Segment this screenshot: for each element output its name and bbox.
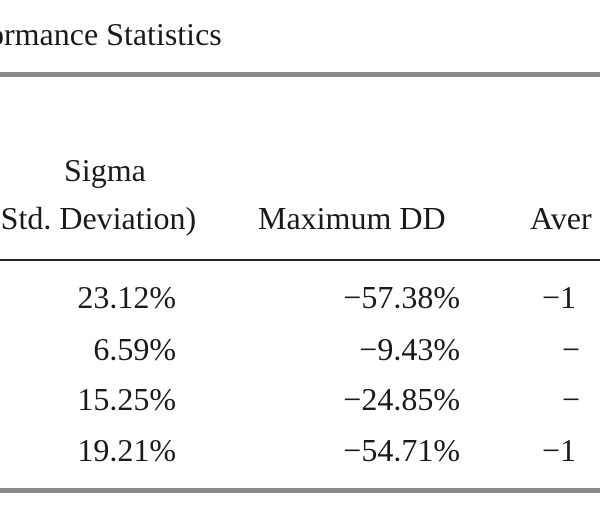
cell-sigma-row4: 19.21%: [77, 432, 176, 468]
cell-maxdd-row1: −57.38%: [343, 279, 460, 315]
cell-maxdd-row4: −54.71%: [343, 432, 460, 468]
cell-maxdd-row3: −24.85%: [343, 381, 460, 417]
top-rule: [0, 72, 600, 77]
cell-sigma-row3: 15.25%: [77, 381, 176, 417]
cell-average-row1: −1: [542, 279, 577, 315]
cell-average-row4: −1: [542, 432, 577, 468]
header-rule: [0, 259, 600, 261]
cell-average-row3: −: [562, 381, 581, 417]
cell-maxdd-row2: −9.43%: [359, 331, 460, 367]
cell-sigma-row1: 23.12%: [77, 279, 176, 315]
header-sigma-line2: (Std. Deviation): [0, 200, 197, 236]
table-title: ormance Statistics: [0, 16, 222, 52]
cell-sigma-row2: 6.59%: [93, 331, 176, 367]
cell-average-row2: −: [562, 331, 581, 367]
bottom-rule: [0, 488, 600, 493]
header-average: Aver: [530, 200, 592, 236]
header-max-dd: Maximum DD: [258, 200, 446, 236]
header-sigma-line1: Sigma: [64, 152, 146, 188]
